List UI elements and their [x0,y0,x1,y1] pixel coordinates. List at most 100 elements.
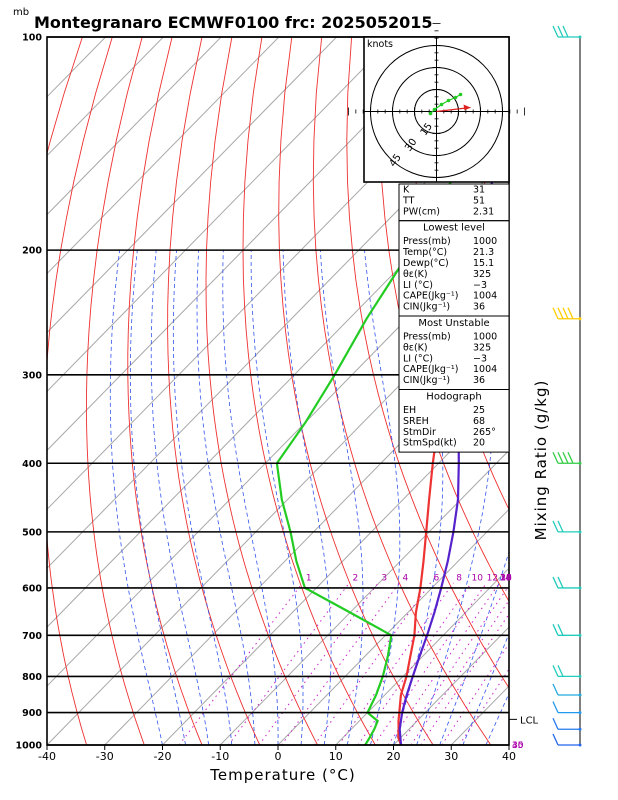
mixing-ratio-label: 10 [472,574,484,584]
dry-adiabat [242,37,376,745]
pressure-tick-label: 800 [22,672,42,683]
index-value: 15.1 [473,258,494,269]
isotherm-line [162,390,509,745]
pressure-tick-label: 300 [22,370,42,381]
pressure-tick-label: 500 [22,527,42,538]
mixing-ratio-label: 16 [500,574,512,584]
moist-adiabat [109,250,163,745]
index-name: CIN(Jkg⁻¹) [403,302,450,313]
most-unstable-header: Most Unstable [418,318,489,329]
wind-barb-flag [557,520,564,533]
pressure-unit-label: mb [13,7,29,18]
hodograph-point [446,98,451,103]
isotherm-line [47,37,280,275]
index-name: θε(K) [403,269,428,280]
wind-barb-flag [557,25,564,38]
wind-barb-dot [578,633,582,637]
index-name: CAPE(Jkg⁻¹) [403,291,458,302]
index-value: 2.31 [473,206,494,217]
mixing-ratio-label: 3 [381,574,387,584]
wind-barb-flag [562,451,569,464]
moist-adiabat [364,250,401,745]
isotherm-line [47,37,337,334]
x-tick-label: -30 [96,750,114,763]
moist-adiabat [250,250,304,745]
wind-barb-dot [578,711,582,715]
x-tick-label: 20 [387,750,401,763]
isotherm-line [567,37,618,745]
x-tick-label: -40 [38,750,56,763]
index-value: 1004 [473,291,497,302]
moist-adiabat [222,250,279,745]
pressure-tick-label: 400 [22,459,42,470]
moist-adiabat [129,250,186,745]
wind-barb-flag [562,307,569,320]
x-tick-label: -10 [211,750,229,763]
wind-barb-flag [552,576,559,589]
index-value: 51 [473,195,485,206]
dry-adiabat [85,37,145,745]
wind-barb-dot [578,530,582,534]
index-name: EH [403,405,416,416]
index-value: 1004 [473,364,497,375]
index-block-frame [398,389,510,453]
x-tick-label: 0 [275,750,282,763]
wind-barb-flag [557,665,564,677]
wind-barb-dot [578,674,582,678]
wind-barb-dot [578,693,582,697]
mixing-ratio-line [178,582,304,745]
pressure-tick-label: 100 [22,33,42,44]
wind-barb-dot [578,461,582,465]
isotherm-line [47,37,106,98]
isotherm-line [47,37,222,216]
pressure-tick-label: 200 [22,246,42,257]
isotherm-line [47,37,453,452]
wind-barb-flag [552,451,559,464]
index-name: Temp(°C) [402,247,447,258]
index-name: Press(mb) [403,332,451,343]
mixing-ratio-label: 8 [456,574,462,584]
mixing-ratio-axis-label: Mixing Ratio (g/kg) [532,380,550,541]
dry-adiabat [278,37,434,745]
chart-title: Montegranaro ECMWF0100 frc: 2025052015 [34,13,433,32]
isotherm-line [47,272,509,745]
index-name: SREH [403,416,429,427]
hodograph-point [458,92,463,97]
pressure-tick-label: 900 [22,708,42,719]
wind-barb-flag [557,576,564,589]
index-name: LI (°C) [403,353,433,364]
dry-adiabat [346,37,509,689]
mixing-ratio-line [420,613,509,745]
moist-adiabat [172,250,233,745]
hodograph-unit-label: knots [367,39,393,50]
hodograph-point [428,111,433,116]
x-tick-label: 30 [444,750,458,763]
wind-barb-flag [552,624,559,636]
index-name: LI (°C) [403,280,433,291]
wind-barb-dot [578,743,582,747]
wind-barb-flag [557,624,564,636]
lowest-level-header: Lowest level [423,223,485,234]
isotherm-line [219,449,509,745]
wind-barb-flag [552,717,559,730]
index-value: 68 [473,416,485,427]
x-tick-label: 10 [329,750,343,763]
mixing-ratio-label: 12 [487,574,498,584]
index-name: Dewp(°C) [403,258,449,269]
wind-barb-dot [578,586,582,590]
isotherm-label: 30 [512,741,524,751]
wind-barb-flag [557,307,564,320]
moist-adiabat [196,250,256,745]
index-value: 325 [473,269,491,280]
wind-barb-flag [552,683,559,696]
isotherm-label: 35 [512,741,523,751]
storm-motion-arrowhead [463,104,471,111]
index-value: −3 [473,353,487,364]
index-value: 1000 [473,236,497,247]
x-axis-label: Temperature (°C) [209,766,355,784]
isotherm-line [335,567,509,745]
index-value: 31 [473,185,485,196]
wind-barb-flag [552,25,559,38]
mixing-ratio-label: 2 [353,574,359,584]
